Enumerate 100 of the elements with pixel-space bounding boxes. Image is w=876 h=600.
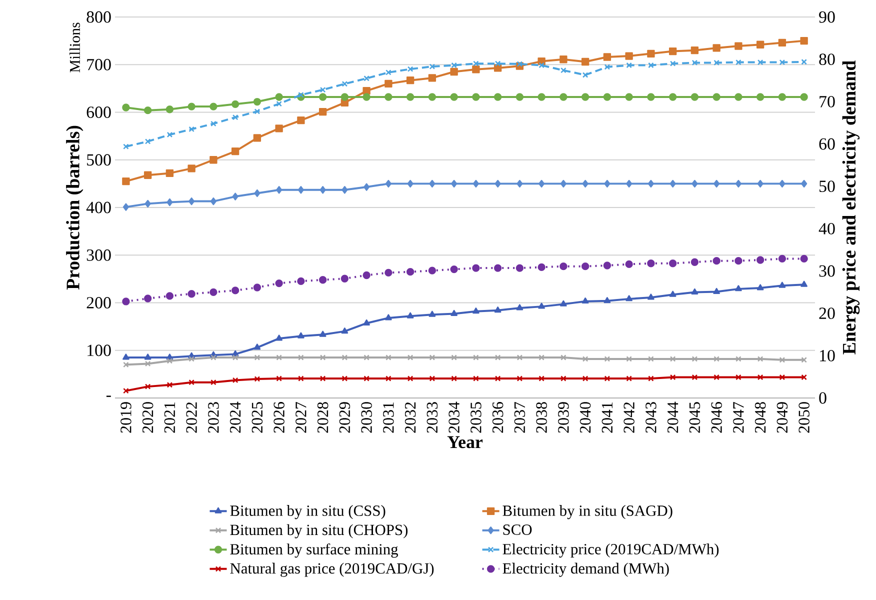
x-axis-title: Year [447, 436, 483, 448]
point [166, 354, 174, 360]
point [494, 264, 502, 272]
point [604, 297, 611, 304]
x-tick-label: 2031 [383, 402, 394, 433]
y-tick-label: 700 [87, 58, 111, 70]
legend-label: Natural gas price (2019CAD/GJ) [230, 562, 434, 577]
point [734, 42, 742, 50]
point [276, 376, 282, 382]
x-tick-label: 2045 [689, 402, 700, 433]
point [516, 61, 523, 67]
x-tick-label: 2020 [142, 402, 154, 433]
point [778, 93, 786, 101]
point [428, 310, 436, 317]
point [473, 376, 479, 382]
point [166, 198, 173, 206]
point [450, 93, 458, 101]
point [406, 76, 414, 84]
y2-tick-label: 30 [819, 265, 835, 277]
x-tick-label: 2042 [624, 402, 634, 433]
point [690, 258, 699, 266]
point [386, 354, 392, 360]
point [670, 356, 676, 362]
point [560, 300, 567, 306]
point [254, 354, 260, 360]
point [276, 100, 282, 107]
point [494, 180, 501, 188]
point [385, 180, 392, 188]
legend-label: SCO [503, 524, 532, 535]
point [407, 66, 414, 72]
point [298, 332, 304, 338]
x-tick-label: 2035 [470, 402, 482, 433]
point [626, 295, 632, 302]
x-tick-label: 2040 [580, 402, 591, 433]
point [604, 356, 610, 362]
point [318, 276, 327, 284]
point [429, 64, 436, 70]
point [604, 376, 610, 382]
point [670, 180, 676, 188]
point [560, 93, 568, 101]
point [406, 312, 414, 318]
point [231, 286, 240, 294]
x-tick-label: 2050 [798, 402, 810, 433]
x-tick-label: 2048 [754, 402, 766, 433]
point [735, 285, 742, 292]
point [538, 93, 546, 101]
point [735, 180, 742, 188]
point [276, 354, 282, 360]
point [494, 306, 502, 313]
point [122, 104, 130, 112]
point [386, 70, 392, 76]
point [800, 36, 808, 45]
y2-tick-label: 10 [820, 350, 835, 362]
y-tick-label: 100 [88, 344, 111, 356]
point [254, 344, 261, 350]
point [210, 379, 216, 386]
point [560, 262, 568, 270]
point [538, 180, 545, 188]
point [626, 180, 632, 188]
point [320, 186, 326, 194]
point [692, 60, 698, 66]
point [429, 180, 436, 188]
point [210, 197, 216, 206]
y-tick-label: 200 [86, 297, 111, 308]
point [472, 66, 480, 74]
point [713, 288, 720, 294]
point [778, 282, 786, 288]
point [364, 354, 370, 360]
point [648, 294, 654, 300]
point [581, 93, 590, 101]
point [757, 180, 764, 188]
point [757, 374, 764, 380]
legend-label: Bitumen by in situ (CHOPS) [230, 524, 408, 538]
point [626, 62, 632, 68]
point [734, 93, 742, 101]
x-tick-label: 2024 [230, 402, 241, 433]
point [538, 354, 544, 360]
point [472, 93, 480, 101]
x-tick-label: 2034 [448, 402, 460, 433]
point [188, 356, 194, 362]
point [801, 180, 808, 188]
point [690, 93, 699, 101]
point [428, 93, 436, 101]
point [362, 93, 370, 101]
point [428, 266, 436, 274]
point [298, 92, 304, 98]
y2-tick-label: 70 [820, 96, 835, 108]
point [647, 260, 655, 268]
point [779, 59, 786, 66]
x-tick-label: 2044 [667, 402, 678, 433]
point [648, 356, 654, 362]
point [297, 116, 305, 124]
y2-tick-label: 0 [819, 392, 826, 404]
point [144, 106, 152, 114]
x-tick-label: 2021 [164, 402, 176, 433]
y2-tick-label: 40 [818, 222, 835, 234]
point [582, 376, 588, 382]
point [210, 120, 216, 127]
point [428, 74, 436, 82]
point [253, 98, 262, 106]
